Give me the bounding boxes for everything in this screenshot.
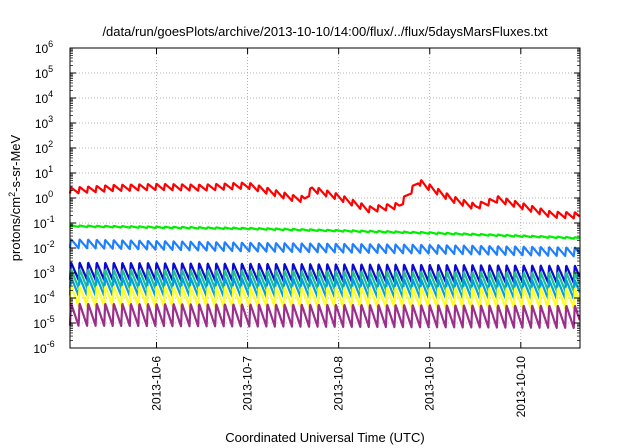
chart-title: /data/run/goesPlots/archive/2013-10-10/1… bbox=[102, 24, 548, 39]
series-layer bbox=[68, 179, 581, 329]
series-line-7 bbox=[68, 285, 581, 310]
y-tick-label: 105 bbox=[35, 64, 53, 81]
series-line-1 bbox=[68, 179, 581, 220]
y-tick-label: 10-1 bbox=[33, 214, 54, 231]
x-axis-title: Coordinated Universal Time (UTC) bbox=[225, 430, 424, 445]
x-tick-label: 2013-10-7 bbox=[241, 356, 255, 411]
y-tick-label: 102 bbox=[35, 139, 53, 156]
series-line-8 bbox=[68, 302, 581, 329]
x-tick-label: 2013-10-6 bbox=[150, 356, 164, 411]
y-tick-label: 10-6 bbox=[33, 339, 54, 356]
y-tick-label: 101 bbox=[35, 164, 53, 181]
y-tick-label: 10-5 bbox=[33, 314, 54, 331]
y-tick-label: 103 bbox=[35, 114, 53, 131]
y-axis-title-superscript: 2 bbox=[7, 192, 17, 197]
y-tick-label: 10-2 bbox=[33, 239, 54, 256]
x-tick-label: 2013-10-10 bbox=[514, 356, 528, 418]
y-tick-label: 100 bbox=[35, 189, 53, 206]
y-axis-title: protons/cm2-s-sr-MeV bbox=[7, 134, 23, 261]
y-tick-label: 10-3 bbox=[33, 264, 54, 281]
y-tick-label: 10-4 bbox=[33, 289, 54, 306]
series-line-3 bbox=[68, 238, 581, 258]
y-axis-title-main: protons/cm bbox=[8, 197, 23, 261]
y-tick-label: 106 bbox=[35, 39, 53, 56]
y-axis-title-units: -s-sr-MeV bbox=[8, 134, 23, 191]
ticks-layer: 10-6 10-5 10-4 10-3 10-2 10-1 100 101 102 103 104 1… bbox=[33, 39, 580, 417]
y-tick-label: 104 bbox=[35, 89, 53, 106]
x-tick-label: 2013-10-8 bbox=[332, 356, 346, 411]
series-line-2 bbox=[69, 224, 581, 240]
x-tick-label: 2013-10-9 bbox=[423, 356, 437, 411]
